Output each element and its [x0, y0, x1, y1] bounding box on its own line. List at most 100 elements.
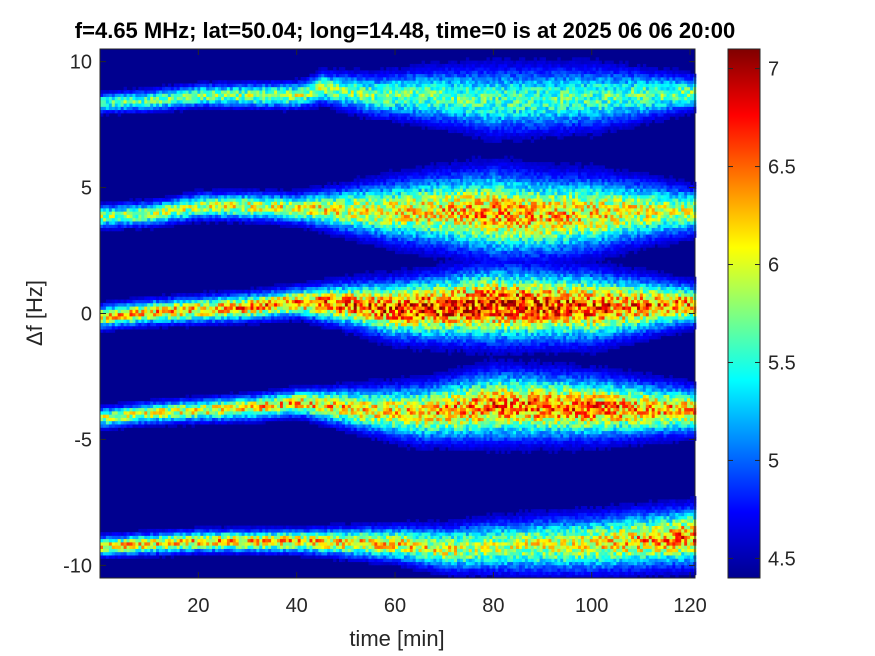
heatmap-cell: [282, 391, 287, 395]
heatmap-cell: [362, 325, 366, 330]
heatmap-cell: [138, 296, 142, 301]
heatmap-cell: [309, 77, 313, 81]
heatmap-cell: [333, 73, 337, 78]
heatmap-cell: [126, 224, 130, 228]
heatmap-cell: [194, 217, 198, 222]
heatmap-cell: [238, 208, 243, 212]
heatmap-cell: [191, 407, 195, 412]
heatmap-cell: [339, 181, 343, 186]
heatmap-cell: [247, 191, 251, 196]
heatmap-cell: [256, 194, 260, 199]
heatmap-cell: [344, 417, 349, 422]
heatmap-cell: [117, 545, 122, 549]
heatmap-cell: [194, 542, 198, 546]
heatmap-cell: [138, 532, 142, 536]
heatmap-cell: [259, 535, 263, 540]
heatmap-cell: [297, 312, 302, 317]
heatmap-cell: [162, 532, 166, 536]
heatmap-cell: [244, 525, 248, 530]
heatmap-cell: [229, 214, 234, 219]
heatmap-cell: [365, 394, 369, 399]
heatmap-cell: [312, 188, 316, 192]
heatmap-cell: [271, 532, 275, 536]
heatmap-cell: [253, 551, 257, 556]
heatmap-cell: [309, 548, 313, 553]
heatmap-cell: [312, 551, 316, 556]
heatmap-cell: [218, 532, 222, 536]
heatmap-cell: [330, 106, 334, 111]
heatmap-cell: [167, 411, 172, 415]
heatmap-cell: [156, 312, 160, 317]
heatmap-cell: [147, 93, 151, 97]
heatmap-cell: [250, 538, 254, 543]
heatmap-cell: [309, 404, 313, 409]
heatmap-cell: [250, 93, 254, 97]
heatmap-cell: [209, 93, 213, 97]
heatmap-cell: [215, 528, 219, 533]
heatmap-cell: [300, 525, 304, 530]
heatmap-cell: [229, 103, 234, 107]
heatmap-cell: [132, 548, 136, 553]
heatmap-cell: [132, 93, 136, 97]
heatmap-cell: [185, 90, 189, 94]
heatmap-cell: [114, 201, 119, 206]
heatmap-cell: [368, 280, 372, 284]
heatmap-cell: [206, 322, 210, 327]
heatmap-cell: [197, 535, 201, 540]
heatmap-cell: [371, 208, 375, 212]
heatmap-cell: [365, 542, 369, 546]
heatmap-cell: [309, 302, 313, 307]
heatmap-cell: [347, 96, 352, 101]
heatmap-cell: [235, 194, 240, 199]
heatmap-cell: [318, 221, 322, 225]
heatmap-cell: [129, 302, 133, 307]
heatmap-cell: [321, 224, 325, 228]
heatmap-cell: [327, 404, 331, 409]
heatmap-cell: [212, 404, 216, 409]
heatmap-cell: [318, 103, 322, 107]
heatmap-cell: [344, 525, 349, 530]
heatmap-cell: [297, 83, 302, 88]
heatmap-cell: [108, 103, 113, 107]
heatmap-cell: [223, 289, 228, 294]
heatmap-cell: [344, 555, 349, 559]
heatmap-cell: [321, 316, 325, 320]
heatmap-cell: [247, 106, 251, 111]
heatmap-cell: [103, 542, 107, 546]
heatmap-cell: [194, 548, 198, 553]
heatmap-cell: [167, 302, 172, 307]
heatmap-cell: [362, 532, 366, 536]
heatmap-cell: [291, 391, 296, 395]
heatmap-cell: [277, 211, 281, 215]
heatmap-cell: [232, 401, 237, 405]
heatmap-cell: [303, 194, 307, 199]
heatmap-cell: [312, 532, 316, 536]
heatmap-cell: [232, 103, 237, 107]
heatmap-cell: [303, 188, 307, 192]
heatmap-cell: [250, 211, 254, 215]
heatmap-cell: [318, 77, 322, 81]
heatmap-cell: [356, 214, 361, 219]
heatmap-cell: [321, 528, 325, 533]
heatmap-cell: [341, 99, 346, 104]
heatmap-cell: [282, 208, 287, 212]
heatmap-cell: [341, 276, 346, 281]
heatmap-cell: [356, 532, 361, 536]
heatmap-cell: [362, 280, 366, 284]
heatmap-cell: [150, 109, 154, 114]
heatmap-cell: [132, 417, 136, 422]
heatmap-cell: [262, 411, 266, 415]
heatmap-cell: [226, 194, 231, 199]
heatmap-cell: [309, 401, 313, 405]
heatmap-cell: [362, 90, 366, 94]
heatmap-cell: [341, 325, 346, 330]
heatmap-cell: [291, 86, 296, 91]
heatmap-cell: [197, 188, 201, 192]
heatmap-cell: [194, 208, 198, 212]
heatmap-cell: [347, 306, 352, 310]
heatmap-cell: [215, 312, 219, 317]
heatmap-cell: [306, 407, 310, 412]
heatmap-cell: [371, 283, 375, 287]
heatmap-cell: [300, 221, 304, 225]
heatmap-cell: [114, 90, 119, 94]
